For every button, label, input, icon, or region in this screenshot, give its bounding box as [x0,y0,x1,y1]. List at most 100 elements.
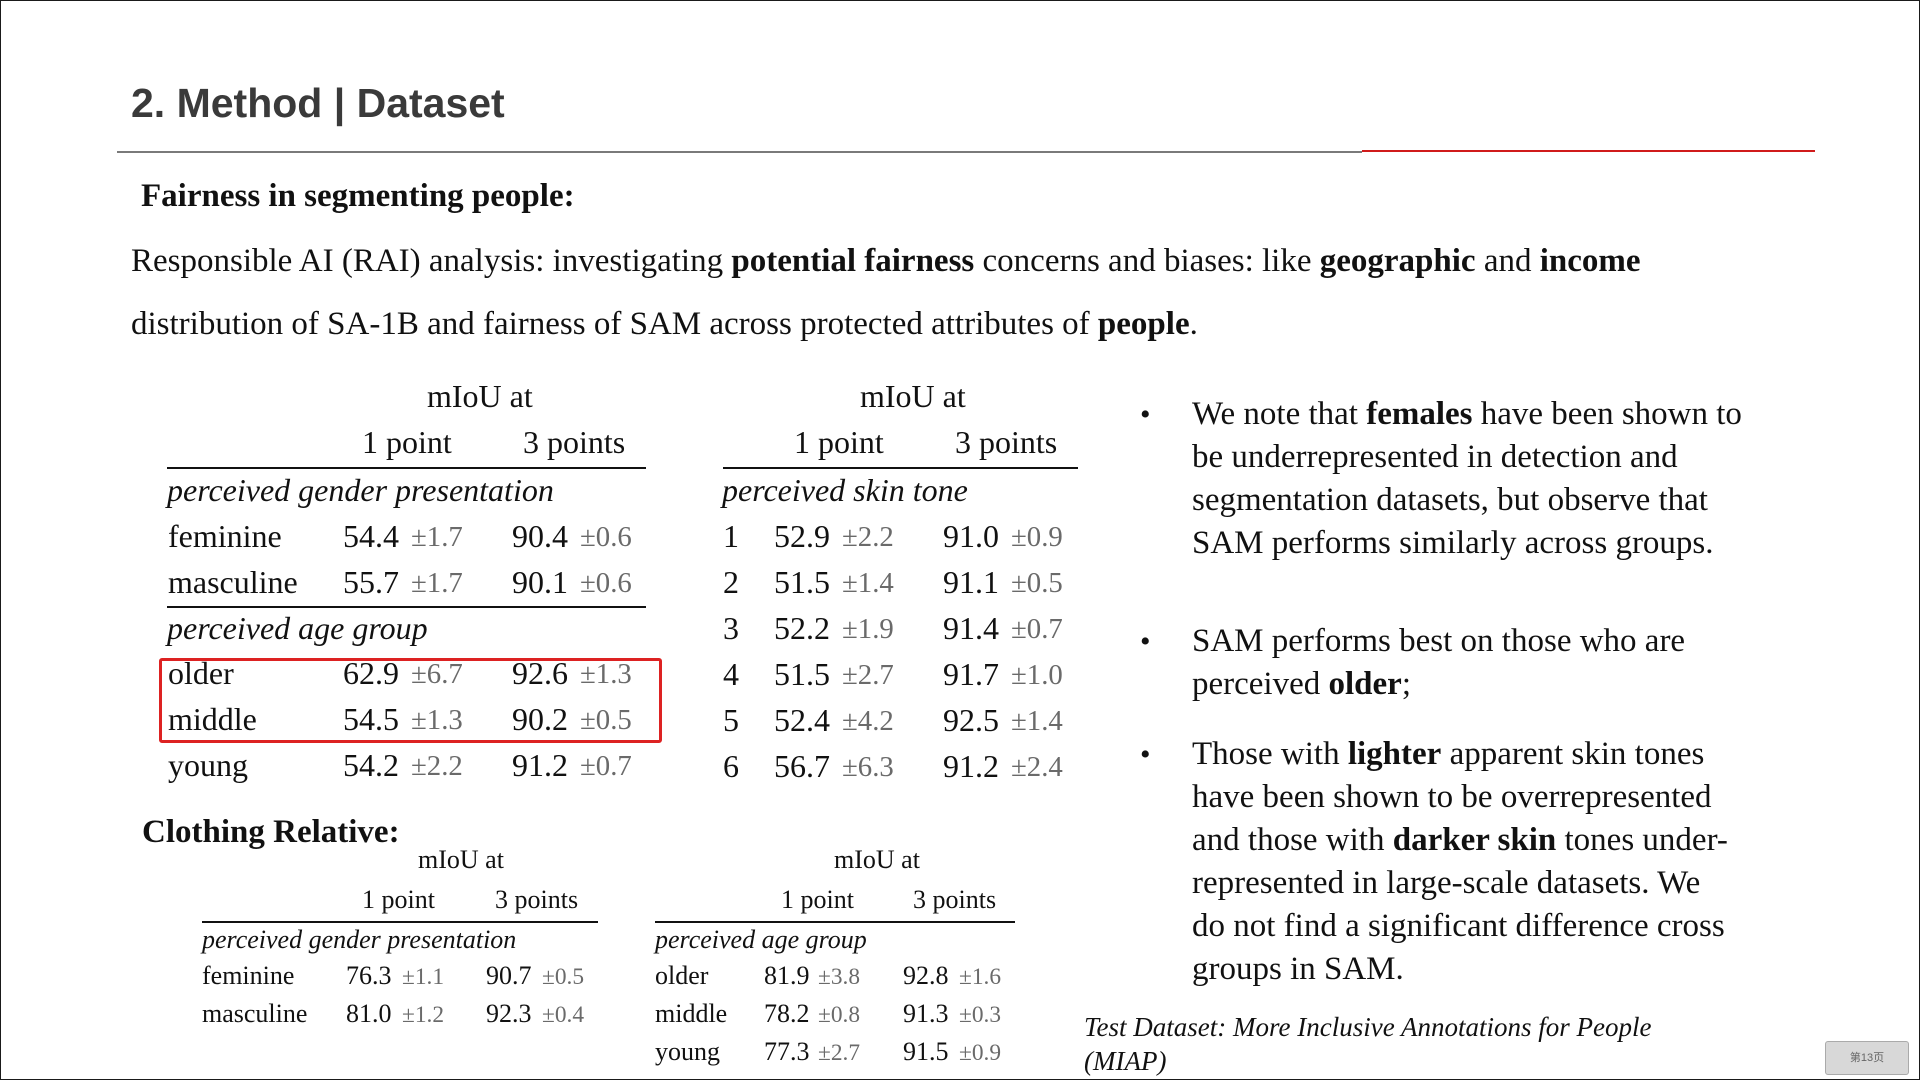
stddev-3-points: ±1.0 [1011,659,1063,691]
row-label: feminine [202,961,295,990]
value-1-point: 52.2 [774,610,830,646]
text-run: have been shown to be overrepresented [1192,779,1712,815]
bullet-line: SAM performs best on those who are [1192,620,1812,663]
row-label: older [655,961,709,990]
stddev-3-points: ±2.4 [1011,751,1063,783]
row-label: masculine [168,564,298,600]
value-1-point: 54.5 [343,701,399,737]
bullet-text: We note that females have been shown to b… [1192,393,1812,565]
text-run: . [1189,306,1198,342]
stddev-3-points: ±0.4 [542,1002,585,1028]
text-run: We note that [1192,396,1367,432]
text-run: and [1475,243,1540,279]
value-1-point: 54.2 [343,747,399,783]
bullet-line: Those with lighter apparent skin tones [1192,733,1812,776]
slide-title: 2. Method | Dataset [131,80,505,126]
row-label: 1 [723,518,739,554]
row-label: 6 [723,748,739,784]
stddev-3-points: ±1.3 [580,658,632,690]
row-label: 2 [723,564,739,600]
value-3-points: 92.6 [512,655,568,691]
footnote-line-1: Test Dataset: More Inclusive Annotations… [1084,1012,1652,1042]
value-3-points: 90.7 [486,961,532,990]
value-1-point: 62.9 [343,655,399,691]
stddev-1-point: ±1.7 [411,521,463,553]
table-rule [723,467,1078,469]
stddev-1-point: ±2.7 [842,659,894,691]
highlight-box [159,658,662,743]
stddev-3-points: ±0.5 [542,964,585,990]
stddev-1-point: ±2.7 [818,1040,861,1066]
value-3-points: 91.1 [943,564,999,600]
text-run: groups in SAM. [1192,951,1404,987]
value-1-point: 51.5 [774,656,830,692]
col-header-1-point: 1 point [362,424,452,460]
bullet-line: and those with darker skin tones under- [1192,819,1812,862]
col-header-3-points: 3 points [523,424,626,460]
stddev-1-point: ±6.3 [842,751,894,783]
stddev-1-point: ±1.2 [402,1002,445,1028]
stddev-3-points: ±0.3 [959,1002,1002,1028]
value-1-point: 51.5 [774,564,830,600]
row-label: 5 [723,702,739,738]
value-3-points: 91.7 [943,656,999,692]
value-3-points: 91.0 [943,518,999,554]
row-label: masculine [202,999,308,1028]
title-accent-rule [1362,150,1815,152]
value-1-point: 81.9 [764,961,810,990]
section-label: perceived gender presentation [167,472,554,508]
bullet-line: have been shown to be overrepresented [1192,776,1812,819]
value-3-points: 91.2 [943,748,999,784]
text-run: Those with [1192,736,1348,772]
bullet-line: groups in SAM. [1192,948,1812,991]
bullet-line: We note that females have been shown to [1192,393,1812,436]
text-run: apparent skin tones [1441,736,1705,772]
value-1-point: 52.9 [774,518,830,554]
text-run: Responsible AI (RAI) analysis: investiga… [131,243,732,279]
value-3-points: 90.1 [512,564,568,600]
table-rule [167,467,646,469]
stddev-1-point: ±1.4 [842,567,894,599]
col-header-3-points: 3 points [913,885,997,914]
value-1-point: 55.7 [343,564,399,600]
text-run: perceived [1192,666,1329,702]
stddev-1-point: ±3.8 [818,964,861,990]
value-1-point: 78.2 [764,999,810,1028]
stddev-3-points: ±0.5 [580,704,632,736]
value-3-points: 91.4 [943,610,999,646]
text-run: SAM performs similarly across groups. [1192,525,1714,561]
text-run: ; [1401,666,1411,702]
emphasis-text: older [1328,666,1402,702]
stddev-3-points: ±0.7 [1011,613,1063,645]
stddev-3-points: ±0.9 [959,1040,1002,1066]
text-run: do not find a significant difference cro… [1192,908,1725,944]
row-label: middle [655,999,728,1028]
title-divider [117,151,1362,153]
stddev-3-points: ±1.4 [1011,705,1063,737]
text-run: be underrepresented in detection and [1192,439,1678,475]
stddev-1-point: ±6.7 [411,658,463,690]
row-label: young [168,747,248,783]
stddev-1-point: ±1.9 [842,613,894,645]
text-run: concerns and biases: like [974,243,1320,279]
row-label: 3 [723,610,739,646]
row-label: young [655,1037,720,1066]
emphasis-text: lighter [1347,736,1442,772]
bullet-marker: • [1140,738,1151,771]
stddev-3-points: ±0.6 [580,521,632,553]
value-3-points: 91.2 [512,747,568,783]
value-3-points: 92.3 [486,999,532,1028]
text-run: SAM performs best on those who are [1192,623,1686,659]
stddev-1-point: ±2.2 [411,750,463,782]
text-run: segmentation datasets, but observe that [1192,482,1708,518]
intro-line-1: Responsible AI (RAI) analysis: investiga… [131,243,1641,280]
emphasis-text: darker skin [1392,822,1557,858]
section-label: perceived age group [655,925,867,954]
col-header-3-points: 3 points [955,424,1058,460]
value-3-points: 92.8 [903,961,949,990]
emphasis-text: females [1366,396,1473,432]
value-1-point: 54.4 [343,518,399,554]
stddev-3-points: ±1.6 [959,964,1002,990]
row-label: 4 [723,656,739,692]
value-3-points: 90.2 [512,701,568,737]
